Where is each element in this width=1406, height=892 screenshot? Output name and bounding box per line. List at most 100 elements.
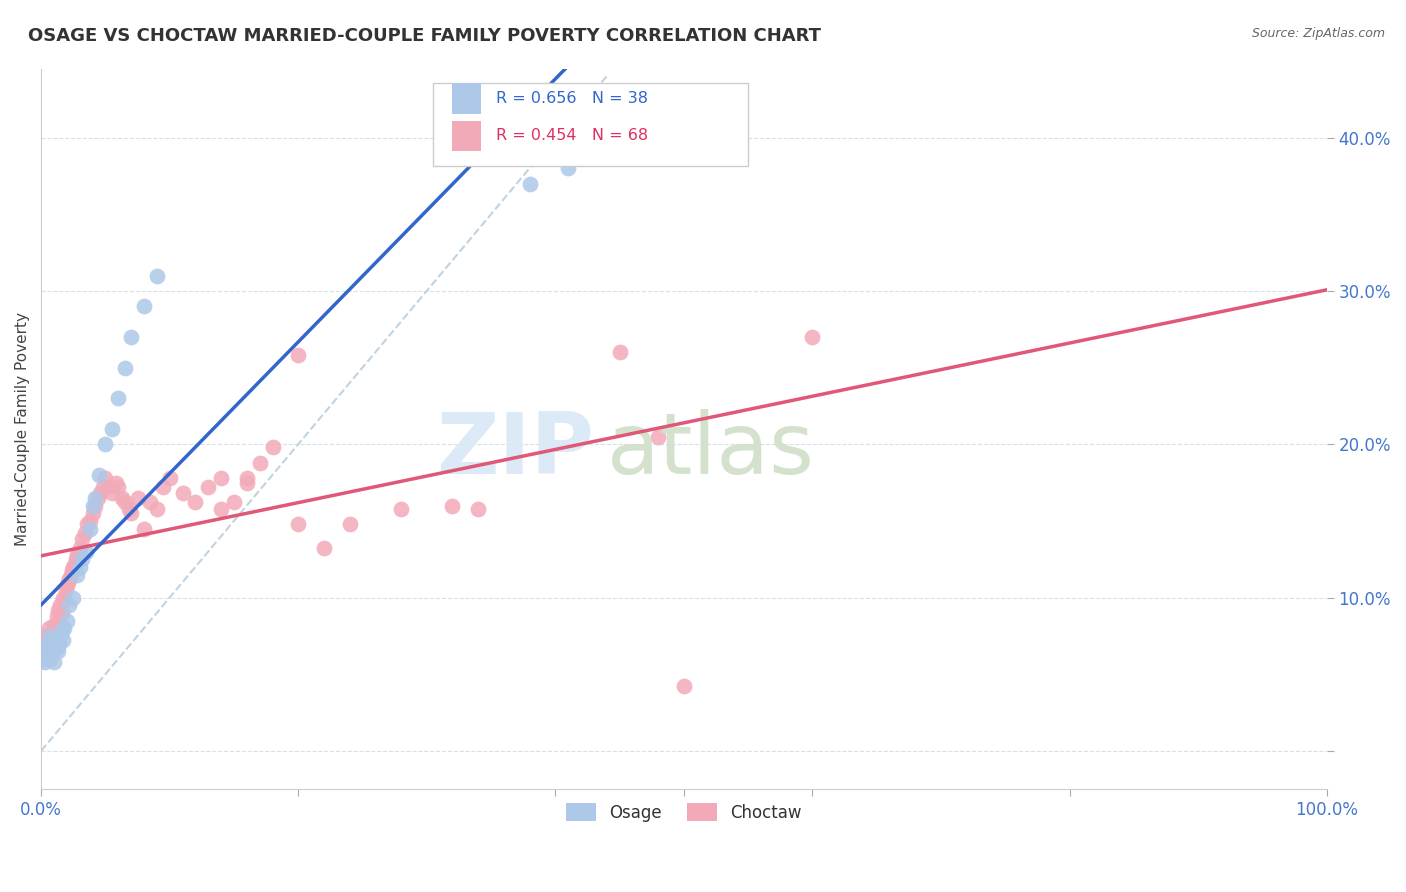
Point bbox=[519, 177, 541, 191]
Point bbox=[82, 499, 104, 513]
Point bbox=[467, 501, 489, 516]
Point bbox=[101, 422, 124, 436]
Point bbox=[70, 552, 93, 566]
Legend: Osage, Choctaw: Osage, Choctaw bbox=[553, 790, 815, 835]
Point bbox=[55, 582, 77, 597]
Point bbox=[97, 480, 120, 494]
Text: R = 0.656   N = 38: R = 0.656 N = 38 bbox=[496, 91, 648, 106]
Point bbox=[107, 391, 129, 405]
Text: R = 0.454   N = 68: R = 0.454 N = 68 bbox=[496, 128, 648, 144]
Point bbox=[46, 644, 69, 658]
Point bbox=[53, 621, 76, 635]
Point bbox=[75, 544, 97, 558]
Point bbox=[114, 495, 136, 509]
Point bbox=[58, 572, 80, 586]
Point bbox=[89, 486, 111, 500]
FancyBboxPatch shape bbox=[433, 83, 748, 166]
Point bbox=[45, 640, 67, 654]
Point bbox=[249, 456, 271, 470]
Point bbox=[38, 621, 60, 635]
Point bbox=[60, 563, 83, 577]
Point bbox=[127, 491, 149, 505]
Point bbox=[42, 655, 65, 669]
Point bbox=[49, 629, 72, 643]
Point bbox=[44, 633, 66, 648]
Point bbox=[32, 640, 55, 654]
Text: OSAGE VS CHOCTAW MARRIED-COUPLE FAMILY POVERTY CORRELATION CHART: OSAGE VS CHOCTAW MARRIED-COUPLE FAMILY P… bbox=[28, 27, 821, 45]
Point bbox=[52, 591, 75, 605]
Point bbox=[107, 480, 129, 494]
Point bbox=[104, 475, 127, 490]
Point bbox=[63, 557, 86, 571]
Point bbox=[120, 330, 142, 344]
FancyBboxPatch shape bbox=[453, 83, 481, 113]
Point bbox=[114, 360, 136, 375]
Point bbox=[132, 299, 155, 313]
Point bbox=[172, 486, 194, 500]
Point bbox=[41, 629, 63, 643]
Point bbox=[312, 541, 335, 556]
Point bbox=[79, 522, 101, 536]
Point bbox=[35, 629, 58, 643]
Point bbox=[45, 609, 67, 624]
Point bbox=[197, 480, 219, 494]
Point bbox=[51, 606, 73, 620]
FancyBboxPatch shape bbox=[453, 120, 481, 151]
Point bbox=[79, 514, 101, 528]
Point bbox=[76, 516, 98, 531]
Point bbox=[209, 501, 232, 516]
Point bbox=[32, 644, 55, 658]
Point bbox=[48, 614, 70, 628]
Point bbox=[73, 526, 96, 541]
Point bbox=[222, 495, 245, 509]
Point bbox=[609, 345, 631, 359]
Point bbox=[120, 506, 142, 520]
Point bbox=[51, 624, 73, 639]
Point bbox=[69, 560, 91, 574]
Point bbox=[111, 491, 134, 505]
Point bbox=[41, 640, 63, 654]
Point bbox=[42, 618, 65, 632]
Point bbox=[49, 598, 72, 612]
Point bbox=[236, 471, 259, 485]
Point bbox=[647, 429, 669, 443]
Point bbox=[84, 491, 107, 505]
Point bbox=[801, 330, 824, 344]
Point bbox=[91, 480, 114, 494]
Point bbox=[52, 633, 75, 648]
Point bbox=[209, 471, 232, 485]
Point bbox=[236, 475, 259, 490]
Point bbox=[39, 652, 62, 666]
Point bbox=[557, 161, 579, 176]
Point bbox=[152, 480, 174, 494]
Point bbox=[46, 603, 69, 617]
Point bbox=[339, 516, 361, 531]
Point bbox=[86, 491, 108, 505]
Point bbox=[132, 522, 155, 536]
Point bbox=[34, 655, 56, 669]
Point bbox=[94, 471, 117, 485]
Point bbox=[262, 440, 284, 454]
Point bbox=[62, 560, 84, 574]
Point bbox=[41, 644, 63, 658]
Point bbox=[58, 598, 80, 612]
Point bbox=[62, 591, 84, 605]
Point bbox=[53, 593, 76, 607]
Point bbox=[82, 506, 104, 520]
Point bbox=[672, 680, 695, 694]
Point bbox=[159, 471, 181, 485]
Point bbox=[101, 486, 124, 500]
Point bbox=[31, 652, 53, 666]
Point bbox=[65, 552, 87, 566]
Text: ZIP: ZIP bbox=[436, 409, 593, 492]
Point bbox=[287, 348, 309, 362]
Point bbox=[441, 499, 464, 513]
Point bbox=[184, 495, 207, 509]
Point bbox=[56, 578, 79, 592]
Point bbox=[48, 636, 70, 650]
Text: Source: ZipAtlas.com: Source: ZipAtlas.com bbox=[1251, 27, 1385, 40]
Point bbox=[56, 614, 79, 628]
Point bbox=[117, 501, 139, 516]
Point bbox=[66, 548, 89, 562]
Point bbox=[94, 437, 117, 451]
